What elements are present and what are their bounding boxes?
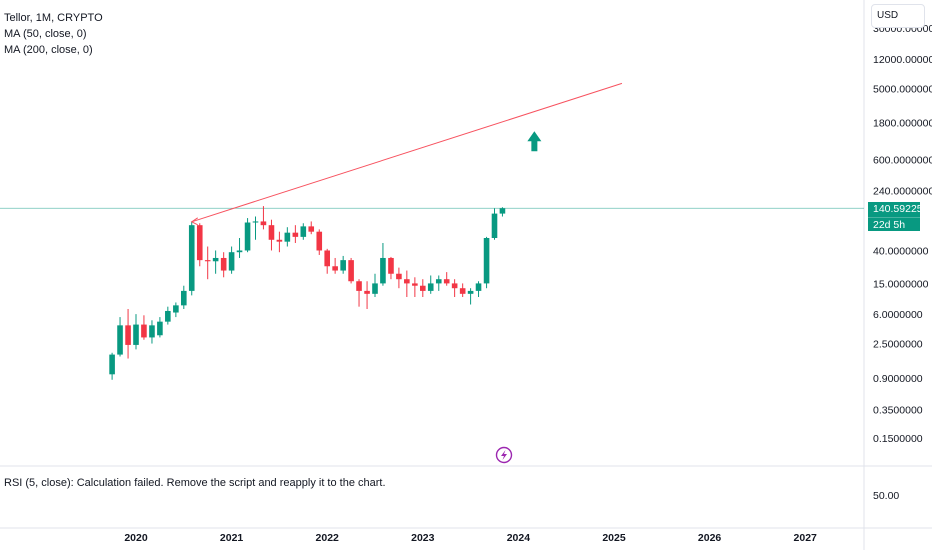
candle-up[interactable]: [435, 279, 442, 284]
time-axis-tick: 2027: [794, 532, 818, 544]
candle-up[interactable]: [372, 283, 378, 294]
time-axis-tick: 2025: [602, 532, 626, 544]
price-axis-tick: 0.1500000: [873, 433, 923, 445]
candle-up[interactable]: [173, 305, 179, 313]
candle-up[interactable]: [467, 290, 474, 294]
time-axis-tick: 2022: [316, 532, 340, 544]
candle-down[interactable]: [196, 225, 203, 261]
candle-down[interactable]: [420, 285, 426, 291]
price-axis-tick: 6.0000000: [873, 309, 923, 321]
candle-down[interactable]: [364, 290, 370, 294]
candle-down[interactable]: [276, 239, 283, 242]
candle-up[interactable]: [244, 222, 251, 251]
rsi-axis-tick: 50.00: [873, 490, 899, 502]
candle-up[interactable]: [340, 260, 346, 271]
price-axis-tick: 0.9000000: [873, 373, 923, 385]
price-axis-tick: 12000.0000000: [873, 54, 932, 66]
time-axis-tick: 2023: [411, 532, 435, 544]
candle-up[interactable]: [483, 238, 490, 284]
candle-down[interactable]: [443, 279, 450, 284]
candle-up[interactable]: [109, 354, 115, 375]
candle-down[interactable]: [125, 325, 131, 345]
up-arrow-icon[interactable]: [527, 131, 542, 152]
last-price-tag: 140.5922559: [868, 202, 932, 217]
price-axis-tick: 1800.0000000: [873, 118, 932, 130]
candle-down[interactable]: [141, 324, 147, 338]
candle-up[interactable]: [475, 283, 482, 291]
candle-down[interactable]: [220, 257, 227, 271]
price-axis-tick: 5000.0000000: [873, 83, 932, 95]
chart-legend: Tellor, 1M, CRYPTO MA (50, close, 0) MA …: [4, 10, 103, 58]
currency-selector[interactable]: USD: [871, 4, 925, 28]
candle-up[interactable]: [157, 321, 163, 336]
candle-down[interactable]: [459, 288, 466, 294]
time-axis-tick: 2020: [124, 532, 148, 544]
candle-down[interactable]: [260, 221, 267, 226]
ma200-label[interactable]: MA (200, close, 0): [4, 44, 93, 56]
candle-down[interactable]: [396, 273, 402, 280]
candle-down[interactable]: [292, 232, 299, 237]
candle-down[interactable]: [268, 225, 275, 240]
candle-down[interactable]: [348, 260, 354, 282]
time-axis-tick: 2021: [220, 532, 244, 544]
candle-up[interactable]: [284, 232, 291, 242]
candle-up[interactable]: [300, 226, 307, 237]
candle-up[interactable]: [380, 257, 386, 284]
symbol-label[interactable]: Tellor, 1M, CRYPTO: [4, 12, 103, 24]
rsi-error-message: RSI (5, close): Calculation failed. Remo…: [4, 477, 386, 489]
price-axis-tick: 240.0000000: [873, 185, 932, 197]
candle-up[interactable]: [165, 310, 171, 322]
candle-down[interactable]: [204, 260, 211, 262]
ma50-label[interactable]: MA (50, close, 0): [4, 28, 87, 40]
candle-down[interactable]: [356, 281, 362, 291]
candle-up[interactable]: [236, 250, 243, 253]
candle-down[interactable]: [412, 283, 418, 286]
candle-down[interactable]: [316, 231, 323, 251]
candle-up[interactable]: [188, 225, 195, 291]
candle-up[interactable]: [149, 325, 155, 338]
trend-line[interactable]: [191, 82, 623, 223]
candle-down[interactable]: [332, 266, 338, 271]
candle-down[interactable]: [308, 226, 315, 232]
trend-line-start-marker: [190, 217, 199, 226]
bar-countdown-tag: 22d 5h: [868, 217, 920, 231]
time-axis-tick: 2026: [698, 532, 722, 544]
candle-up[interactable]: [181, 290, 187, 306]
price-axis-tick: 2.5000000: [873, 339, 923, 351]
candle-down[interactable]: [451, 283, 458, 289]
candle-up[interactable]: [491, 213, 498, 239]
candle-up[interactable]: [133, 324, 139, 345]
price-axis-tick: 15.0000000: [873, 278, 929, 290]
candle-down[interactable]: [404, 279, 410, 284]
candle-down[interactable]: [388, 257, 394, 274]
price-axis-tick: 600.0000000: [873, 155, 932, 167]
lightning-bolt-glyph: [501, 450, 507, 460]
candle-up[interactable]: [427, 283, 434, 291]
price-axis-tick: 40.0000000: [873, 245, 929, 257]
candle-up[interactable]: [228, 252, 235, 271]
candle-up[interactable]: [212, 257, 219, 262]
candle-up[interactable]: [117, 325, 123, 355]
candle-up[interactable]: [499, 208, 506, 214]
time-axis-tick: 2024: [507, 532, 531, 544]
candle-up[interactable]: [252, 221, 259, 223]
candle-down[interactable]: [324, 250, 330, 267]
price-axis-tick: 0.3500000: [873, 405, 923, 417]
